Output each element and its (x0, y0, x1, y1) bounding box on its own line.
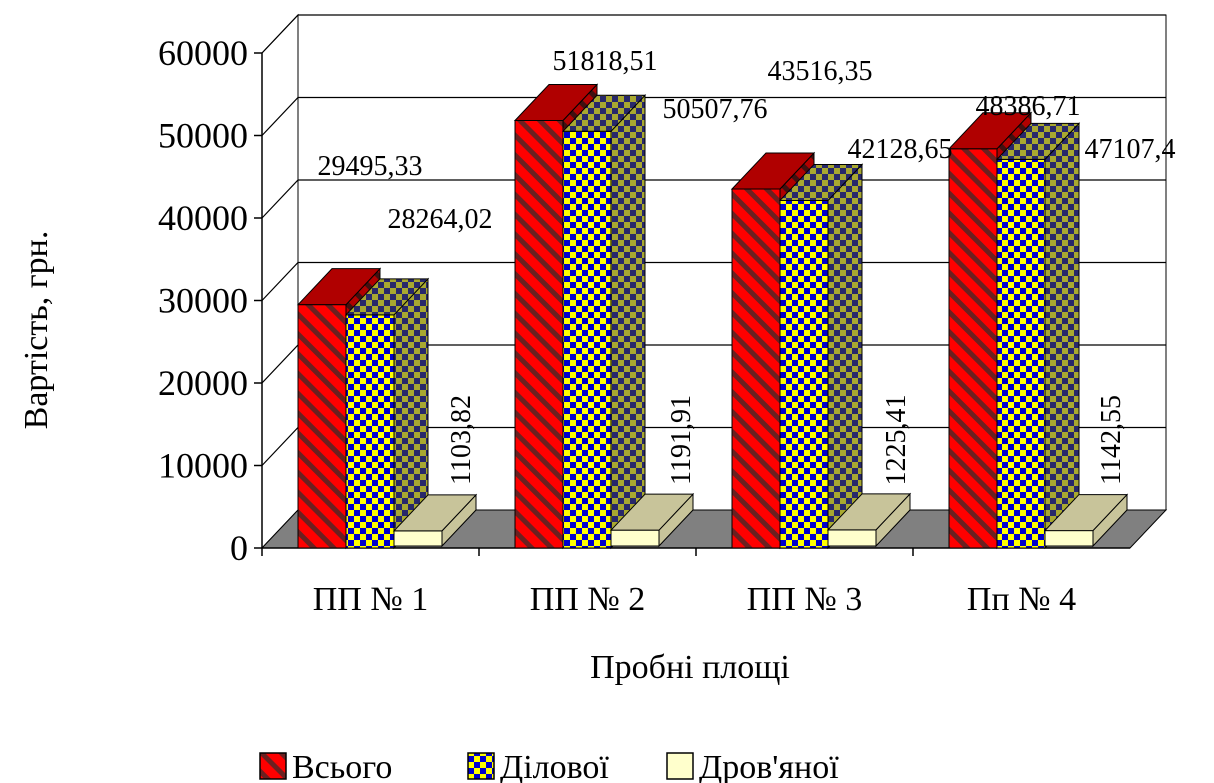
data-label: 1103,82 (446, 395, 477, 485)
x-tick-label: ПП № 3 (747, 581, 863, 618)
data-label: 1225,41 (881, 395, 912, 486)
data-label: 42128,65 (848, 134, 953, 165)
bar-front (345, 314, 395, 549)
bar (995, 122, 1081, 550)
gridline (261, 179, 1166, 219)
gridlines (261, 14, 1166, 466)
bar-top (778, 163, 864, 201)
bar (392, 493, 478, 548)
bar-side (827, 163, 863, 550)
legend-label: Всього (292, 749, 392, 783)
bar-front (562, 130, 612, 549)
y-tick-label: 30000 (158, 281, 248, 321)
bar (1043, 493, 1129, 548)
bar-top (513, 83, 599, 121)
legend: Всього Ділової Дров'яної (259, 749, 839, 783)
bar-side (1044, 122, 1080, 550)
bar-top (344, 278, 430, 316)
data-label: 1142,55 (1096, 395, 1127, 485)
data-label: 47107,4 (1085, 134, 1176, 165)
legend-swatch (666, 752, 694, 780)
data-label: 51818,51 (553, 46, 658, 77)
data-label: 29495,33 (318, 151, 423, 182)
legend-item: Дров'яної (666, 749, 839, 783)
bar-side (610, 94, 646, 550)
data-label: 1191,91 (666, 395, 697, 485)
y-tick-label: 0 (230, 528, 248, 568)
bar-front (610, 529, 660, 547)
y-tick-label: 20000 (158, 363, 248, 403)
y-tick-label: 40000 (158, 198, 248, 238)
bar-top (296, 268, 382, 306)
x-axis-categories: ПП № 1 ПП № 2 ПП № 3 Пп № 4 (313, 581, 1076, 618)
bar-top (947, 112, 1033, 150)
y-axis-title: Вартість, грн. (18, 231, 55, 430)
data-label: 43516,35 (768, 56, 873, 87)
gridline (261, 14, 1166, 54)
bar-top (730, 152, 816, 190)
bar-front (297, 304, 347, 549)
legend-swatch (467, 752, 495, 780)
legend-swatch (259, 752, 287, 780)
bar-front (827, 529, 877, 547)
x-axis-title: Пробні площі (590, 649, 790, 686)
bar-top (392, 494, 478, 532)
x-tick-label: ПП № 1 (313, 581, 429, 618)
bar-front (731, 188, 781, 549)
bar-front (948, 148, 998, 549)
y-tick-label: 50000 (158, 116, 248, 156)
data-label: 48386,71 (976, 91, 1081, 122)
y-tick-label: 10000 (158, 446, 248, 486)
bars (296, 83, 1129, 550)
x-tick-label: Пп № 4 (967, 581, 1076, 618)
data-label: 50507,76 (663, 94, 768, 125)
y-tick-label: 60000 (158, 33, 248, 73)
bar-top (609, 493, 695, 531)
legend-label: Дров'яної (699, 749, 839, 783)
bar-front (393, 530, 443, 547)
x-tick-label: ПП № 2 (530, 581, 646, 618)
bar (778, 163, 864, 550)
bar (561, 94, 647, 550)
legend-item: Всього (259, 749, 392, 783)
bar-front (779, 199, 829, 549)
bar-top (826, 493, 912, 531)
bar (344, 277, 430, 550)
bar-top (1043, 494, 1129, 532)
bar-front (1044, 530, 1094, 547)
y-axis: 0 10000 20000 30000 40000 50000 60000 (158, 33, 1130, 568)
bar-front (514, 119, 564, 549)
bar-top (561, 94, 647, 132)
legend-label: Ділової (500, 749, 609, 783)
legend-item: Ділової (467, 749, 609, 783)
bar-top (995, 122, 1081, 160)
bar (609, 492, 695, 548)
data-label: 28264,02 (388, 204, 493, 235)
bar-front (996, 158, 1046, 549)
gridline (261, 96, 1166, 136)
gridline (261, 261, 1166, 301)
bar (826, 492, 912, 548)
